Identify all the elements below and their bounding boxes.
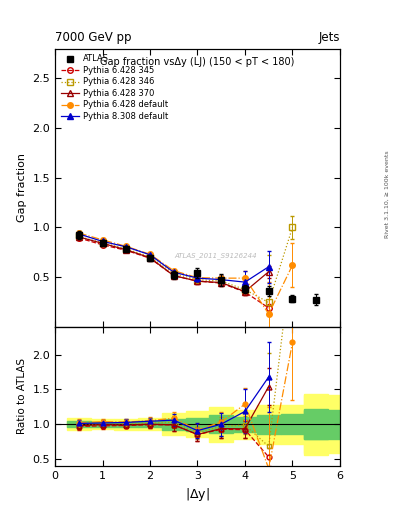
- Bar: [162, 414, 185, 435]
- X-axis label: |$\Delta$y|: |$\Delta$y|: [185, 486, 210, 503]
- Bar: [304, 409, 328, 439]
- Y-axis label: Gap fraction: Gap fraction: [17, 153, 27, 222]
- Bar: [185, 418, 209, 431]
- Bar: [257, 405, 281, 443]
- Bar: [304, 410, 340, 439]
- Bar: [67, 418, 91, 430]
- Bar: [257, 415, 281, 434]
- Bar: [138, 418, 162, 430]
- Bar: [233, 417, 257, 432]
- Text: Jets: Jets: [318, 31, 340, 44]
- Text: Gap fraction vsΔy (LJ) (150 < pT < 180): Gap fraction vsΔy (LJ) (150 < pT < 180): [100, 57, 295, 67]
- Legend: ATLAS, Pythia 6.428 345, Pythia 6.428 346, Pythia 6.428 370, Pythia 6.428 defaul: ATLAS, Pythia 6.428 345, Pythia 6.428 34…: [57, 51, 171, 124]
- Bar: [281, 414, 304, 434]
- Text: 7000 GeV pp: 7000 GeV pp: [55, 31, 132, 44]
- Bar: [67, 421, 91, 427]
- Bar: [162, 419, 185, 430]
- Bar: [304, 394, 328, 455]
- Bar: [91, 422, 114, 426]
- Bar: [233, 410, 257, 439]
- Bar: [91, 419, 114, 429]
- Text: ATLAS_2011_S9126244: ATLAS_2011_S9126244: [175, 252, 257, 259]
- Bar: [138, 421, 162, 427]
- Bar: [304, 395, 340, 454]
- Text: Rivet 3.1.10, ≥ 100k events: Rivet 3.1.10, ≥ 100k events: [385, 151, 389, 239]
- Bar: [114, 419, 138, 430]
- Bar: [114, 421, 138, 427]
- Bar: [185, 411, 209, 437]
- Bar: [281, 404, 304, 444]
- Bar: [209, 407, 233, 442]
- Bar: [209, 415, 233, 433]
- Y-axis label: Ratio to ATLAS: Ratio to ATLAS: [17, 358, 27, 435]
